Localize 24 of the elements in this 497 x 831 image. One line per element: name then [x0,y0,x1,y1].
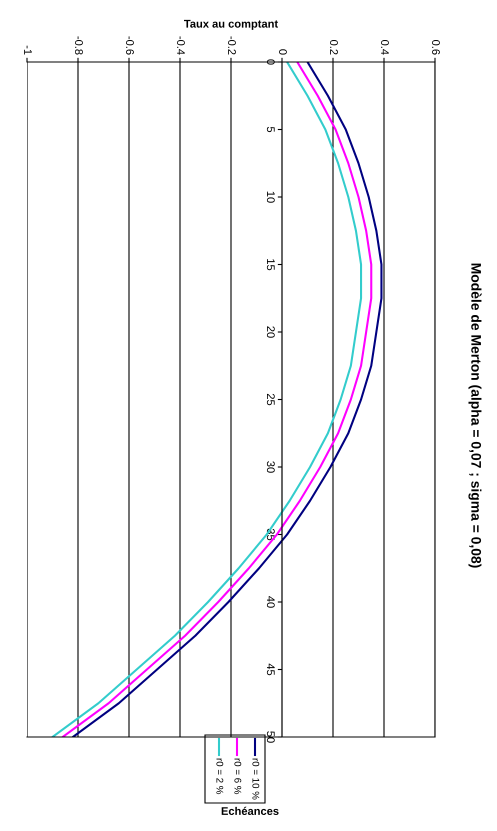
x-tick-label: -0.4 [177,36,185,55]
x-tick-label: 0.6 [432,40,440,55]
y-tick-label: 20 [266,326,275,338]
x-tick-label: 0.2 [330,40,338,54]
x-tick-label: -0.2 [228,36,236,54]
x-axis-title: Taux au comptant [184,20,278,30]
legend-label: r0 = 10 % [252,758,260,800]
legend-label: r0 = 2 % [216,758,224,794]
y-tick-label: 10 [266,192,275,203]
y-tick-label: 15 [266,259,275,270]
text: Echéances [222,806,279,815]
y-tick-label: 5 [266,126,275,132]
x-tick-label: -1 [24,46,32,55]
x-tick-label: 0 [279,49,287,55]
y-tick-label: 50 [266,731,275,743]
x-tick-label: -0.6 [126,36,134,55]
y-tick-label: 45 [266,664,275,676]
y-tick-label: 40 [266,596,275,608]
x-tick-label: -0.8 [75,36,83,55]
y-tick-label: 25 [266,394,275,406]
legend-label: r0 = 6 % [234,758,242,794]
y-tick-label: 30 [266,461,275,473]
text: Modèle de Merton (alpha = 0,07 ; sigma = 0,08) [468,264,482,568]
x-tick-label: 0.4 [381,40,389,55]
